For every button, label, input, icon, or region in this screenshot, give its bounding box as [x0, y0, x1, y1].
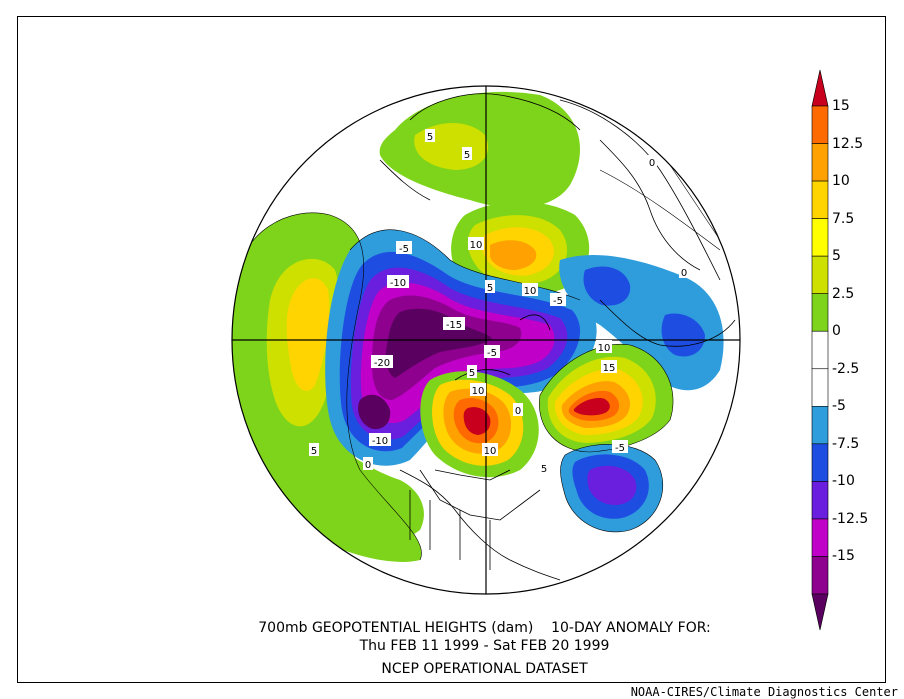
contour-label: 5 [541, 464, 547, 475]
colorbar-segment [811, 293, 829, 332]
contour-label-bg [612, 440, 628, 453]
colorbar-segment [811, 180, 829, 219]
contour-label: 0 [681, 268, 687, 279]
contour-label-bg [601, 360, 617, 373]
colorbar-segment [811, 556, 829, 595]
contour-label-bg [596, 340, 612, 353]
colorbar-label: -2.5 [832, 360, 860, 377]
title-line-2: Thu FEB 11 1999 - Sat FEB 20 1999 [359, 638, 610, 654]
contour-label-bg [513, 403, 523, 416]
colorbar-segment [811, 481, 829, 520]
contour-label-bg [369, 433, 391, 446]
contour-label: -5 [399, 244, 409, 255]
colorbar-label: -10 [832, 473, 855, 490]
contour-label-bg [396, 241, 412, 254]
colorbar-segment [811, 218, 829, 257]
colorbar-label: 2.5 [832, 285, 855, 302]
contour-label: 5 [487, 283, 493, 294]
contour-label: -5 [553, 296, 563, 307]
contour-label-bg [468, 237, 484, 250]
colorbar-segment [811, 518, 829, 557]
title-line-3: NCEP OPERATIONAL DATASET [381, 661, 588, 677]
contour-label: 10 [598, 343, 611, 354]
contour-label-bg [522, 283, 538, 296]
contour-label-bg [482, 443, 498, 456]
colorbar-label: 5 [832, 248, 841, 265]
contour-label: 10 [524, 286, 537, 297]
colorbar-label: 10 [832, 173, 850, 190]
colorbar-label: -15 [832, 548, 855, 565]
contour-label-bg [443, 317, 465, 330]
contour-label: 10 [472, 386, 485, 397]
contour-label-bg [462, 147, 472, 160]
colorbar-label: 7.5 [832, 210, 855, 227]
contour-label: -10 [390, 278, 406, 289]
contour-label: 0 [515, 406, 521, 417]
colorbar [811, 69, 829, 631]
colorbar-segment [811, 143, 829, 182]
contour-label-bg [679, 265, 689, 278]
colorbar-segment [811, 255, 829, 294]
contour-label: -15 [446, 320, 462, 331]
colorbar-label: 15 [832, 98, 850, 114]
colorbar-label: -7.5 [832, 435, 860, 452]
colorbar-segment [811, 330, 829, 370]
contour-label: 5 [469, 368, 475, 379]
contour-label-bg [467, 365, 477, 378]
contour-label-bg [484, 345, 500, 358]
contour-label-bg [470, 383, 486, 396]
contour-label: 10 [484, 446, 497, 457]
contour-lines [232, 149, 721, 561]
contour-labels: 5 5 0 0 -5 10 -10 -15 5 10 -5 -20 -5 10 15 5 10 -10 10 -5 5 0… [309, 129, 689, 475]
contour-label: 15 [603, 363, 616, 374]
colorbar-label: -12.5 [832, 510, 869, 527]
figure-frame [17, 16, 886, 683]
colorbar-segment [811, 368, 829, 407]
contour-label: -5 [487, 348, 497, 359]
contour-label: 5 [427, 132, 433, 143]
title-line-1: 700mb GEOPOTENTIAL HEIGHTS (dam) 10-DAY … [258, 620, 711, 636]
map-boundary [231, 85, 741, 595]
colorbar-label: 12.5 [832, 135, 864, 152]
colorbar-segment [811, 443, 829, 482]
contour-label: 0 [365, 460, 371, 471]
contour-label-bg [647, 155, 657, 168]
contour-label: 10 [470, 240, 483, 251]
contour-label-bg [425, 129, 435, 142]
contour-label: 5 [311, 446, 317, 457]
contour-label: -10 [372, 436, 388, 447]
contour-label-bg [363, 457, 373, 470]
coastlines [379, 93, 736, 581]
contour-label-bg [309, 443, 319, 456]
contour-label-bg [371, 355, 393, 368]
contour-label: 0 [649, 158, 655, 169]
colorbar-label: 0 [832, 323, 841, 340]
contour-label: 5 [464, 150, 470, 161]
colorbar-bottom-triangle [811, 593, 829, 631]
contour-label-bg [387, 275, 409, 288]
contour-label-bg [550, 293, 566, 306]
contour-label-bg [539, 461, 549, 474]
colorbar-top-triangle [811, 69, 829, 107]
colorbar-segment [811, 406, 829, 445]
colorbar-label: -5 [832, 398, 846, 415]
contour-label: -20 [374, 358, 390, 369]
contour-label-bg [485, 280, 495, 293]
contour-label: -5 [615, 443, 625, 454]
colorbar-segment [811, 105, 829, 144]
credit-text: NOAA-CIRES/Climate Diagnostics Center [630, 685, 898, 699]
